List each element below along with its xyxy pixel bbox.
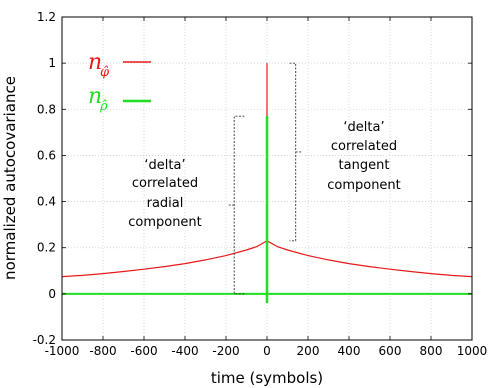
x-tick-label: -1000: [45, 344, 80, 358]
annotation-radial-line-4: component: [128, 215, 202, 230]
legend-entry-n-phi: n φ̂: [88, 50, 151, 80]
annotation-tangent: ‘delta’ correlated tangent component: [327, 120, 401, 193]
y-tick-label: 1.2: [37, 10, 56, 24]
tick-layer: -1000 -800 -600 -400 -200 0 200 400 600 800 1000 -0…: [33, 10, 488, 358]
annotation-radial: ‘delta’ correlated radial component: [128, 158, 202, 230]
legend-subscript-phi: φ̂: [100, 65, 110, 80]
legend-entry-n-rho: n ρ̂: [88, 84, 151, 114]
y-tick-label: 0.8: [37, 102, 56, 116]
y-tick-label: 1: [48, 56, 56, 70]
y-axis-label: normalized autocovariance: [1, 76, 19, 280]
x-tick-label: 600: [379, 344, 402, 358]
annotation-tangent-line-1: ‘delta’: [343, 120, 384, 135]
annotation-radial-line-2: correlated: [132, 176, 198, 191]
x-tick-label: 1000: [457, 344, 488, 358]
bracket-radial: [228, 115, 245, 295]
x-tick-label: 200: [297, 344, 320, 358]
x-tick-label: -800: [89, 344, 116, 358]
x-tick-label: -600: [130, 344, 157, 358]
x-tick-label: 800: [420, 344, 443, 358]
y-tick-label: 0.6: [37, 148, 56, 162]
annotation-tangent-line-2: correlated: [331, 139, 397, 154]
y-tick-label: 0.4: [37, 195, 56, 209]
annotation-radial-line-1: ‘delta’: [144, 158, 185, 173]
legend: n φ̂ n ρ̂: [88, 50, 151, 114]
bracket-tangent: [289, 62, 302, 242]
series-layer: [61, 63, 473, 304]
y-tick-label: 0: [48, 287, 56, 301]
x-axis-label: time (symbols): [211, 369, 323, 387]
legend-symbol-n-phi: n: [88, 50, 102, 75]
annotation-brackets: [228, 62, 302, 295]
annotation-radial-line-3: radial: [147, 196, 184, 211]
annotation-tangent-line-3: tangent: [339, 158, 390, 173]
legend-subscript-rho: ρ̂: [99, 99, 108, 114]
y-tick-label: 0.2: [37, 241, 56, 255]
x-tick-label: 400: [338, 344, 361, 358]
x-tick-label: -200: [212, 344, 239, 358]
x-tick-label: -400: [171, 344, 198, 358]
annotation-tangent-line-4: component: [327, 178, 401, 193]
y-tick-label: -0.2: [33, 333, 56, 347]
legend-symbol-n-rho: n: [88, 84, 102, 109]
x-tick-label: 0: [263, 344, 271, 358]
